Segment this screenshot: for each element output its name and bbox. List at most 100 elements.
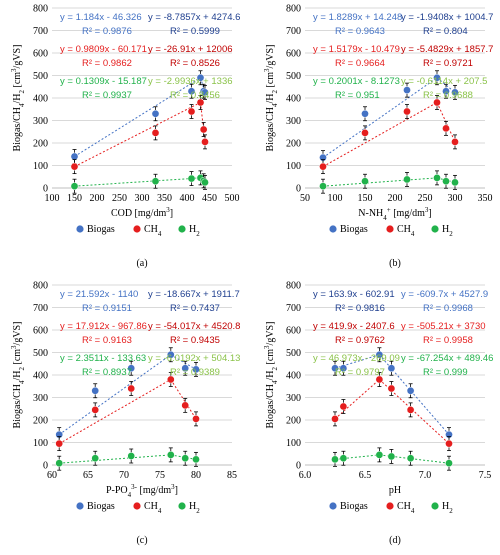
trendline (59, 454, 171, 464)
chart-panel-2: 0 100 200 300 400 500 600 700 800 50 100 150 200 250 3… (263, 4, 493, 270)
data-point-h2 (166, 451, 175, 459)
data-point-h2 (201, 178, 209, 187)
regression-equation: R² = 0.9721 (423, 58, 473, 69)
trendline (322, 77, 438, 159)
regression-equation: R² = 0.9862 (82, 58, 132, 69)
y-tick-label: 500 (286, 348, 301, 359)
data-point-h2 (55, 459, 64, 468)
legend-label-biogas: Biogas (87, 501, 115, 512)
data-point-ch4 (199, 125, 208, 134)
x-tick-label: 6.0 (299, 470, 312, 481)
regression-equation: R² = 0.9816 (335, 303, 385, 314)
y-tick-label: 100 (33, 161, 48, 172)
regression-equation: y = -2.9936x + 1336 (148, 76, 233, 87)
y-tick-label: 200 (286, 416, 301, 427)
x-tick-label: 6.5 (359, 470, 372, 481)
legend-marker-biogas (329, 502, 337, 510)
panel-label: (a) (136, 258, 147, 269)
data-point-biogas (127, 364, 136, 373)
data-point-biogas (442, 87, 450, 96)
data-point-ch4 (70, 162, 79, 171)
data-point-h2 (151, 177, 160, 186)
data-point-biogas (192, 365, 200, 374)
data-point-biogas (166, 350, 175, 359)
x-tick-label: 100 (45, 193, 60, 204)
legend-label-biogas: Biogas (87, 224, 115, 235)
legend-label-ch4: CH4 (144, 224, 162, 238)
data-point-h2 (181, 454, 190, 463)
x-tick-label: 100 (328, 193, 343, 204)
data-point-ch4 (127, 384, 136, 393)
data-point-h2 (339, 454, 348, 463)
legend-marker-ch4 (386, 502, 394, 510)
y-tick-label: 800 (33, 4, 48, 15)
regression-equation: y = -54.017x + 4520.8 (148, 321, 240, 332)
x-tick-label: 500 (225, 193, 240, 204)
trendline (170, 354, 197, 370)
y-tick-label: 0 (296, 184, 301, 195)
data-point-biogas (201, 88, 209, 97)
data-point-h2 (403, 175, 411, 184)
y-tick-label: 0 (43, 184, 48, 195)
panel-label: (b) (389, 258, 401, 269)
regression-equation: R² = 0.9958 (423, 335, 473, 346)
regression-equation: y = -8.7857x + 4274.6 (148, 12, 240, 23)
regression-equation: y = -609.7x + 4527.9 (401, 289, 488, 300)
data-point-h2 (319, 182, 327, 191)
regression-equation: y = -67.254x + 489.46 (401, 353, 493, 364)
legend-label-biogas: Biogas (340, 224, 368, 235)
data-point-biogas (375, 350, 384, 359)
regression-equation: y = 21.592x - 1140 (60, 289, 138, 300)
legend-label-biogas: Biogas (340, 501, 368, 512)
data-point-ch4 (442, 124, 450, 133)
x-tick-label: 7.5 (479, 470, 492, 481)
x-tick-label: 300 (448, 193, 463, 204)
data-point-ch4 (91, 406, 100, 414)
data-point-h2 (451, 178, 459, 187)
regression-equation: y = -1.9408x + 1004.7 (401, 12, 493, 23)
x-tick-label: 400 (180, 193, 195, 204)
data-point-biogas (151, 109, 160, 118)
x-tick-label: 250 (112, 193, 127, 204)
regression-equation: y = 1.8289x + 14.248 (313, 12, 402, 23)
legend-marker-biogas (76, 225, 84, 233)
regression-equation: R² = 0.9435 (170, 335, 220, 346)
regression-equation: y = 1.184x - 46.326 (60, 12, 142, 23)
y-tick-label: 800 (286, 281, 301, 292)
data-point-ch4 (181, 401, 190, 410)
regression-equation: R² = 0.9797 (335, 367, 385, 378)
regression-equation: y = 1.5179x - 10.479 (313, 44, 400, 55)
regression-equation: R² = 0.5999 (170, 26, 220, 37)
trendline (58, 354, 172, 436)
legend-marker-ch4 (133, 225, 141, 233)
legend-marker-h2 (431, 502, 439, 510)
y-tick-label: 700 (286, 303, 301, 314)
data-point-ch4 (403, 107, 411, 116)
x-tick-label: 200 (388, 193, 403, 204)
x-tick-label: 65 (83, 470, 93, 481)
data-point-ch4 (196, 98, 205, 107)
x-tick-label: 85 (227, 470, 237, 481)
data-point-h2 (406, 454, 415, 463)
data-point-biogas (361, 109, 369, 118)
regression-equation: y = 0.9809x - 60.171 (60, 44, 147, 55)
y-tick-label: 600 (286, 326, 301, 337)
y-tick-label: 300 (286, 116, 301, 127)
y-tick-label: 400 (286, 94, 301, 105)
data-point-ch4 (166, 375, 175, 384)
legend-marker-biogas (329, 225, 337, 233)
y-tick-label: 200 (33, 416, 48, 427)
y-tick-label: 0 (43, 461, 48, 472)
regression-equation: R² = 0.9762 (335, 335, 385, 346)
regression-equation: R² = 0.9643 (335, 26, 385, 37)
y-tick-label: 200 (33, 139, 48, 150)
data-point-h2 (127, 452, 136, 460)
data-point-ch4 (387, 384, 396, 393)
data-point-h2 (387, 452, 396, 461)
y-tick-label: 800 (286, 4, 301, 15)
data-point-h2 (445, 459, 453, 468)
x-tick-label: 350 (157, 193, 172, 204)
data-point-biogas (91, 386, 100, 395)
regression-equation: y = -505.21x + 3730 (401, 321, 486, 332)
